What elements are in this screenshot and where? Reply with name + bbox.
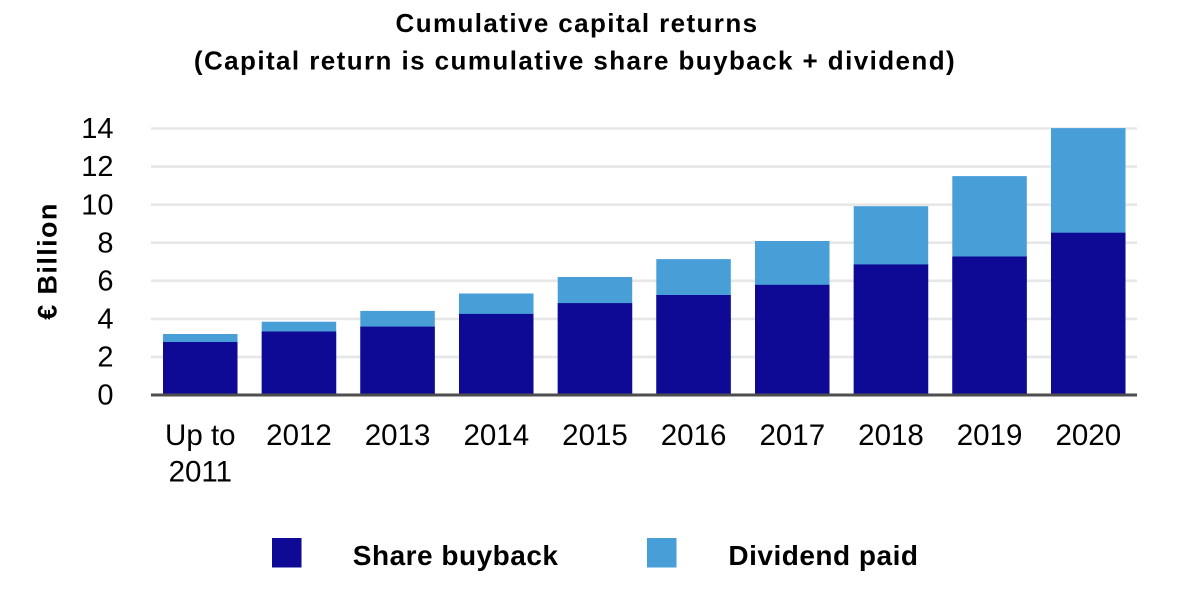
svg-text:Share buyback: Share buyback: [353, 540, 559, 571]
svg-text:2020: 2020: [1055, 419, 1121, 452]
svg-text:2018: 2018: [858, 419, 924, 452]
svg-text:2017: 2017: [759, 419, 825, 452]
svg-text:2016: 2016: [661, 419, 727, 452]
svg-text:6: 6: [97, 265, 113, 297]
svg-text:(Capital return is cumulative: (Capital return is cumulative share buyb…: [194, 46, 956, 76]
svg-text:Up to: Up to: [165, 419, 236, 452]
svg-text:4: 4: [97, 304, 113, 336]
svg-text:Dividend paid: Dividend paid: [728, 540, 918, 571]
svg-text:2015: 2015: [562, 419, 628, 452]
svg-text:2019: 2019: [957, 419, 1023, 452]
svg-text:8: 8: [97, 227, 113, 259]
svg-text:Cumulative capital returns: Cumulative capital returns: [396, 8, 759, 38]
svg-text:2011: 2011: [169, 456, 232, 489]
svg-text:2013: 2013: [365, 419, 431, 452]
svg-text:2: 2: [97, 342, 113, 374]
svg-text:10: 10: [81, 189, 113, 221]
svg-text:2014: 2014: [463, 419, 529, 452]
svg-text:12: 12: [81, 151, 113, 183]
svg-text:€ Billion: € Billion: [33, 202, 63, 320]
svg-text:2012: 2012: [266, 419, 332, 452]
svg-text:0: 0: [97, 380, 113, 412]
svg-text:14: 14: [81, 113, 113, 145]
